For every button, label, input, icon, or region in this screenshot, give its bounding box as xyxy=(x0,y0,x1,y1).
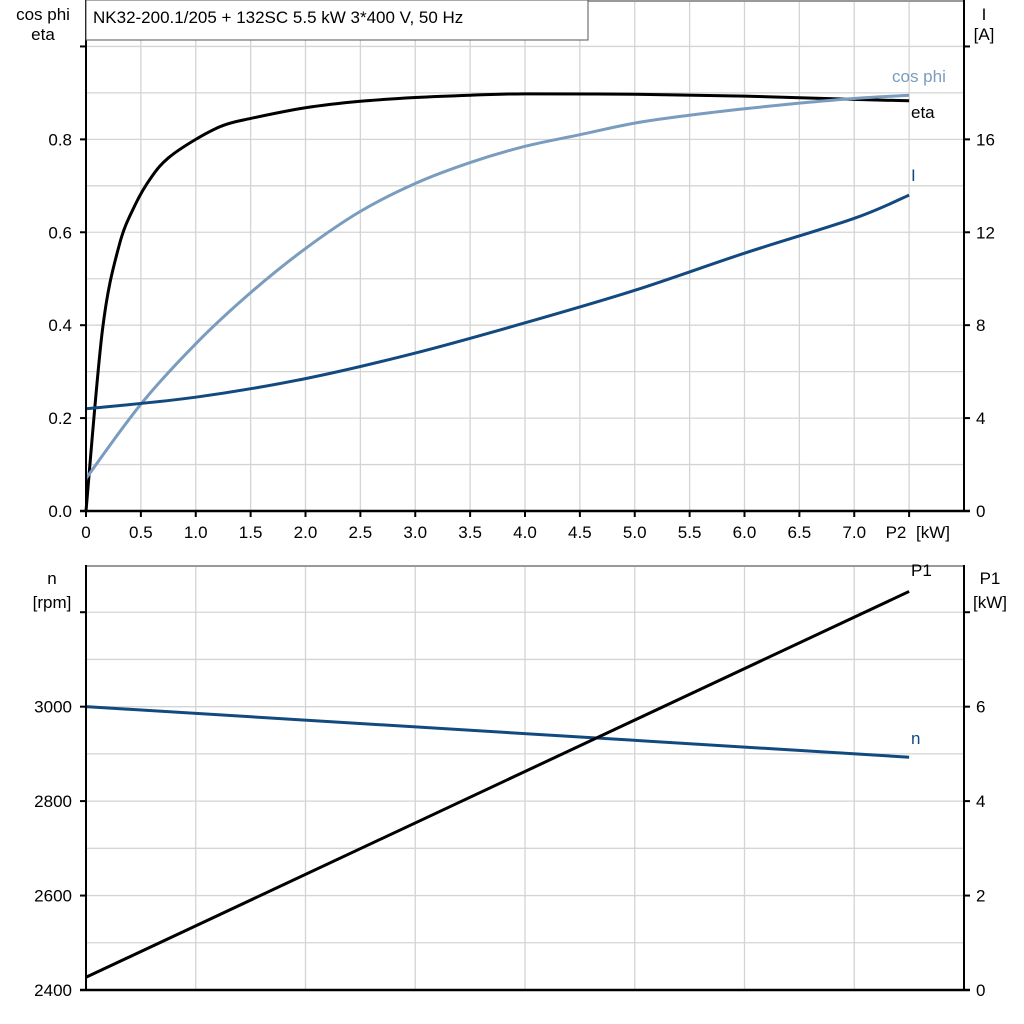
series-i-line xyxy=(85,193,910,411)
series-label-eta: eta xyxy=(911,103,935,122)
right-tick-label: 2 xyxy=(976,887,985,906)
bottom-right-axis-label-1: P1 xyxy=(980,569,1001,588)
x-tick-label: 0.5 xyxy=(129,523,153,542)
x-tick-label: 6.5 xyxy=(788,523,812,542)
x-tick-label: 2.0 xyxy=(294,523,318,542)
x-tick-label: 3.0 xyxy=(403,523,427,542)
x-tick-label: 5.5 xyxy=(678,523,702,542)
x-tick-label: 0 xyxy=(81,523,90,542)
top-right-axis-label-2: [A] xyxy=(974,25,995,44)
x-axis-label-unit: [kW] xyxy=(916,523,950,542)
right-tick-label: 6 xyxy=(976,698,985,717)
left-tick-label: 0.6 xyxy=(48,223,72,242)
curves xyxy=(84,92,910,979)
title-box xyxy=(85,0,589,41)
axes xyxy=(80,0,970,992)
x-tick-label: 3.5 xyxy=(458,523,482,542)
series-eta-line xyxy=(84,92,910,512)
x-tick-label: 5.0 xyxy=(623,523,647,542)
series-label-p1: P1 xyxy=(911,561,932,580)
left-tick-label: 0.8 xyxy=(48,130,72,149)
left-tick-label: 2800 xyxy=(34,792,72,811)
x-tick-label: 4.0 xyxy=(513,523,537,542)
bottom-right-axis-label-2: [kW] xyxy=(973,593,1007,612)
right-tick-label: 0 xyxy=(976,502,985,521)
right-tick-label: 12 xyxy=(976,223,995,242)
series-cos-phi-line xyxy=(84,93,910,480)
right-tick-label: 16 xyxy=(976,130,995,149)
series-p1-line xyxy=(85,590,910,979)
left-tick-label: 0.4 xyxy=(48,316,72,335)
top-grid xyxy=(86,0,964,511)
tick-labels: 0.0 0.2 0.4 0.6 0.8 0 4 8 12 16 0 0.5 1.0 1.5 2.0 2.5 3.… xyxy=(34,130,995,1000)
x-tick-label: 2.5 xyxy=(349,523,373,542)
right-tick-label: 4 xyxy=(976,409,985,428)
series-n-line xyxy=(85,705,910,759)
right-tick-label: 4 xyxy=(976,792,985,811)
x-tick-label: 6.0 xyxy=(733,523,757,542)
series-label-i: I xyxy=(911,166,916,185)
left-tick-label: 2600 xyxy=(34,887,72,906)
bottom-left-axis-label-1: n xyxy=(47,569,56,588)
x-tick-label: 1.5 xyxy=(239,523,263,542)
x-tick-label: 7.0 xyxy=(842,523,866,542)
x-tick-label: 4.5 xyxy=(568,523,592,542)
bottom-left-axis-label-2: [rpm] xyxy=(33,593,72,612)
x-axis-label-p2: P2 xyxy=(886,523,907,542)
left-tick-label: 2400 xyxy=(34,981,72,1000)
left-tick-label: 0.2 xyxy=(48,409,72,428)
top-left-axis-label-1: cos phi xyxy=(16,5,70,24)
right-tick-label: 0 xyxy=(976,981,985,1000)
right-tick-label: 8 xyxy=(976,316,985,335)
x-tick-label: 1.0 xyxy=(184,523,208,542)
top-left-axis-label-2: eta xyxy=(31,25,55,44)
chart-title: NK32-200.1/205 + 132SC 5.5 kW 3*400 V, 5… xyxy=(93,8,463,27)
left-tick-label: 0.0 xyxy=(48,502,72,521)
series-label-cos-phi: cos phi xyxy=(892,67,946,86)
bottom-grid xyxy=(86,565,964,990)
top-right-axis-label-1: I xyxy=(982,5,987,24)
left-tick-label: 3000 xyxy=(34,698,72,717)
series-label-n: n xyxy=(911,729,920,748)
